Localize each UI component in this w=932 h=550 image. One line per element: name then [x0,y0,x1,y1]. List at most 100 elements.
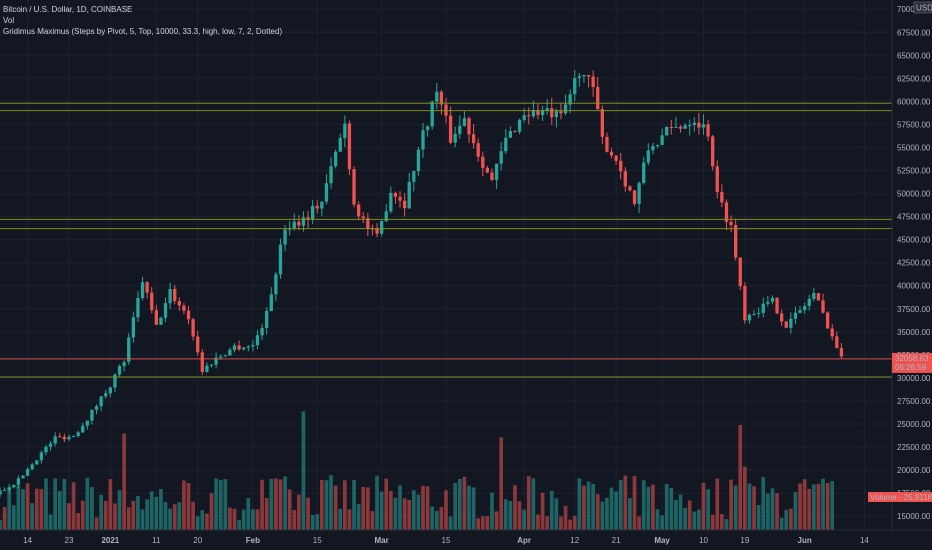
candle [182,305,186,311]
x-tick-label: 21 [612,536,621,545]
candle [830,328,834,337]
volume-bar [715,478,720,530]
volume-bar [526,476,531,530]
candle [706,124,710,137]
candle [738,257,742,287]
candle [320,201,324,209]
candle [361,216,365,219]
candle [467,118,471,135]
volume-bar [729,479,733,530]
candle [812,293,816,299]
volume-bar [802,479,807,530]
volume-bar [545,516,549,530]
candle [269,294,273,311]
candle [416,149,421,172]
candle [471,134,476,144]
candle [807,298,811,307]
y-tick-label: 62500.00 [897,74,931,83]
volume-bar [297,494,301,530]
volume-bar [223,479,228,530]
candle [81,425,85,433]
volume-bar [628,498,632,530]
candle [71,436,76,438]
volume-bar [149,491,154,530]
candle [265,310,269,328]
volume-bar [200,510,205,530]
price-axis[interactable] [892,0,932,550]
volume-bar [320,479,324,530]
candle [458,125,462,134]
candle [131,317,135,338]
volume-bar [618,480,623,530]
candle [724,202,729,222]
candle [196,336,200,353]
volume-bar [384,478,389,530]
candle [517,119,522,132]
volume-bar [67,503,71,530]
volume-bar [251,509,255,530]
candle [407,181,411,209]
candle [582,75,586,77]
candle [113,374,117,388]
volume-bar [614,491,618,530]
volume-bar [62,478,67,530]
candle [177,301,181,306]
candle [665,126,669,136]
volume-bar [453,482,458,530]
volume-bar [416,494,421,530]
candle [683,125,687,129]
y-tick-label: 27500.00 [897,397,931,406]
volume-bar [338,508,343,530]
volume-bar [195,516,200,530]
volume-bar [287,489,292,530]
volume-bar [494,511,499,530]
currency-badge[interactable] [913,1,932,14]
volume-bar [278,479,283,530]
candle [752,313,756,315]
x-tick-label: 11 [152,536,161,545]
candle [816,293,821,301]
candle [720,192,724,203]
volume-bar [609,487,614,530]
candle [200,352,204,372]
volume-bar [499,437,504,530]
y-tick-label: 50000.00 [897,190,931,199]
volume-bar [393,497,398,530]
candle [209,364,214,366]
y-tick-label: 37500.00 [897,305,931,314]
volume-bar [177,502,182,530]
volume-bar [232,508,237,530]
candle [12,484,16,488]
volume-bar [186,483,191,530]
legend-symbol: Bitcoin / U.S. Dollar, 1D, COINBASE [3,5,133,14]
candle [793,312,798,319]
candle [85,420,90,426]
volume-bar [582,485,586,530]
volume-bar [554,498,559,530]
last-price-value: 32058.83 [895,354,929,363]
volume-bar [53,478,58,530]
candle [76,432,80,437]
volume-bar [766,493,770,530]
last-price-tag [892,352,932,373]
x-tick-label: 2021 [101,536,119,545]
volume-bar [122,433,126,530]
candle [333,151,338,167]
volume-bar [595,494,600,530]
volume-bar [623,475,628,530]
candle [430,101,434,127]
candle [522,115,526,120]
volume-bar [490,492,494,530]
volume-bar [402,498,407,530]
time-axis[interactable] [0,530,932,550]
volume-bar [48,514,53,530]
y-tick-label: 40000.00 [897,282,931,291]
candle [642,162,646,184]
volume-bar [830,481,835,530]
volume-bar [57,491,62,530]
volume-bar [209,493,214,530]
currency-label: USD [916,4,932,13]
candle [168,288,172,304]
volume-bar [136,496,140,530]
